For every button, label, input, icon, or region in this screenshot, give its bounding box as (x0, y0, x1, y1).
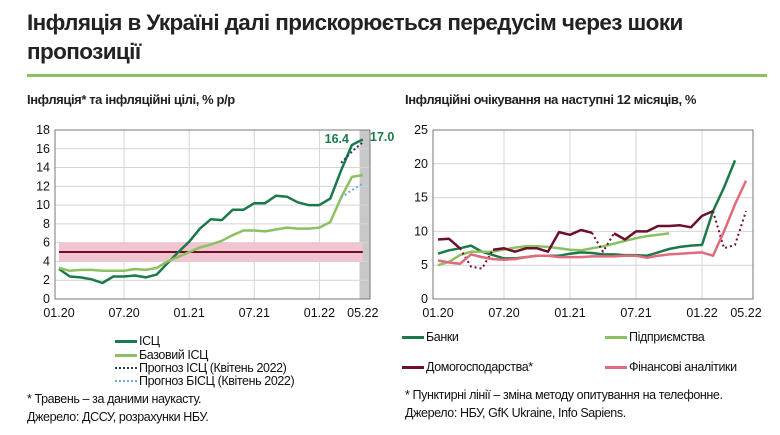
legend-swatch (115, 367, 137, 369)
households-line (613, 209, 714, 241)
legend-label: Домогосподарства* (426, 360, 533, 374)
legend-label: Базовий ІСЦ (139, 348, 208, 362)
x-tick-label: 07.21 (620, 306, 651, 320)
left-chart-title: Інфляція* та інфляційні цілі, % р/р (27, 92, 235, 107)
y-tick-label: 0 (43, 292, 50, 306)
y-tick-label: 18 (36, 123, 50, 137)
banks-line (437, 159, 737, 260)
title-divider (27, 74, 767, 77)
legend-forecast-core: Прогноз БІСЦ (Квітень 2022) (115, 374, 295, 388)
households-line-dotted (591, 232, 615, 253)
y-tick-label: 25 (414, 123, 428, 137)
core-cpi-line (58, 173, 364, 273)
y-tick-label: 5 (421, 258, 428, 272)
x-tick-label: 07.21 (239, 306, 270, 320)
source-note: Джерело: НБУ, GfK Ukraine, Info Sapiens. (405, 406, 626, 420)
legend-swatch (115, 380, 137, 382)
left-footnotes: * Травень – за даними наукасту. Джерело: … (27, 390, 209, 426)
legend-core-cpi: Базовий ІСЦ (115, 348, 208, 362)
y-tick-label: 0 (421, 292, 428, 306)
footnote: * Пунктирні лінії – зміна методу опитува… (405, 388, 723, 402)
cpi-line (58, 138, 364, 285)
households-line-dotted (459, 247, 494, 270)
source-note: Джерело: ДССУ, розрахунки НБУ. (27, 410, 209, 424)
y-tick-label: 15 (414, 191, 428, 205)
x-tick-label: 01.20 (422, 306, 453, 320)
forecast-cpi-line (340, 141, 364, 164)
legend-swatch (402, 365, 424, 369)
x-tick-label: 01.21 (174, 306, 205, 320)
legend-cpi: ІСЦ (115, 334, 160, 348)
y-tick-label: 10 (36, 198, 50, 212)
legend-label: ІСЦ (139, 334, 160, 348)
households-line (437, 237, 461, 250)
legend-analysts: Фінансові аналітики (605, 360, 737, 374)
x-tick-label: 01.21 (554, 306, 585, 320)
households-line (492, 228, 593, 253)
y-tick-label: 6 (43, 236, 50, 250)
y-tick-label: 14 (36, 161, 50, 175)
cpi-may-label: 17.0 (370, 130, 394, 144)
legend-label: Фінансові аналітики (629, 360, 737, 374)
enterprises-line (437, 232, 670, 267)
y-tick-label: 2 (43, 273, 50, 287)
x-tick-label: 07.20 (488, 306, 519, 320)
legend-label: Прогноз БІСЦ (Квітень 2022) (139, 374, 295, 388)
analysts-line (437, 180, 748, 266)
plot-frame (54, 129, 371, 300)
legend-swatch (605, 335, 627, 339)
legend-enterprises: Підприємства (605, 330, 705, 344)
legend-banks: Банки (402, 330, 459, 344)
y-tick-label: 4 (43, 254, 50, 268)
x-tick-label: 05.22 (347, 306, 378, 320)
footnote: * Травень – за даними наукасту. (27, 392, 202, 406)
legend-label: Прогноз ІСЦ (Квітень 2022) (139, 361, 287, 375)
x-tick-label: 01.22 (304, 306, 335, 320)
legend-swatch (115, 339, 137, 343)
right-chart-title: Інфляційні очікування на наступні 12 міс… (405, 92, 697, 107)
x-tick-label: 07.20 (108, 306, 139, 320)
y-tick-label: 20 (414, 157, 428, 171)
y-tick-label: 16 (36, 142, 50, 156)
x-tick-label: 01.22 (686, 306, 717, 320)
y-tick-label: 8 (43, 217, 50, 231)
forecast-shade (359, 130, 370, 299)
legend-swatch (115, 353, 137, 357)
legend-swatch (402, 335, 424, 339)
legend-label: Підприємства (629, 330, 705, 344)
right-footnotes: * Пунктирні лінії – зміна методу опитува… (405, 386, 723, 422)
y-tick-label: 10 (414, 224, 428, 238)
plot-frame (432, 129, 754, 300)
x-tick-label: 05.22 (730, 306, 761, 320)
legend-label: Банки (426, 330, 459, 344)
legend-households: Домогосподарства* (402, 360, 533, 374)
x-tick-label: 01.20 (43, 306, 74, 320)
legend-swatch (605, 365, 627, 369)
page-title: Інфляція в Україні далі прискорюється пе… (27, 10, 683, 64)
legend-forecast-cpi: Прогноз ІСЦ (Квітень 2022) (115, 361, 287, 375)
y-tick-label: 12 (36, 179, 50, 193)
cpi-april-label: 16.4 (325, 132, 349, 146)
